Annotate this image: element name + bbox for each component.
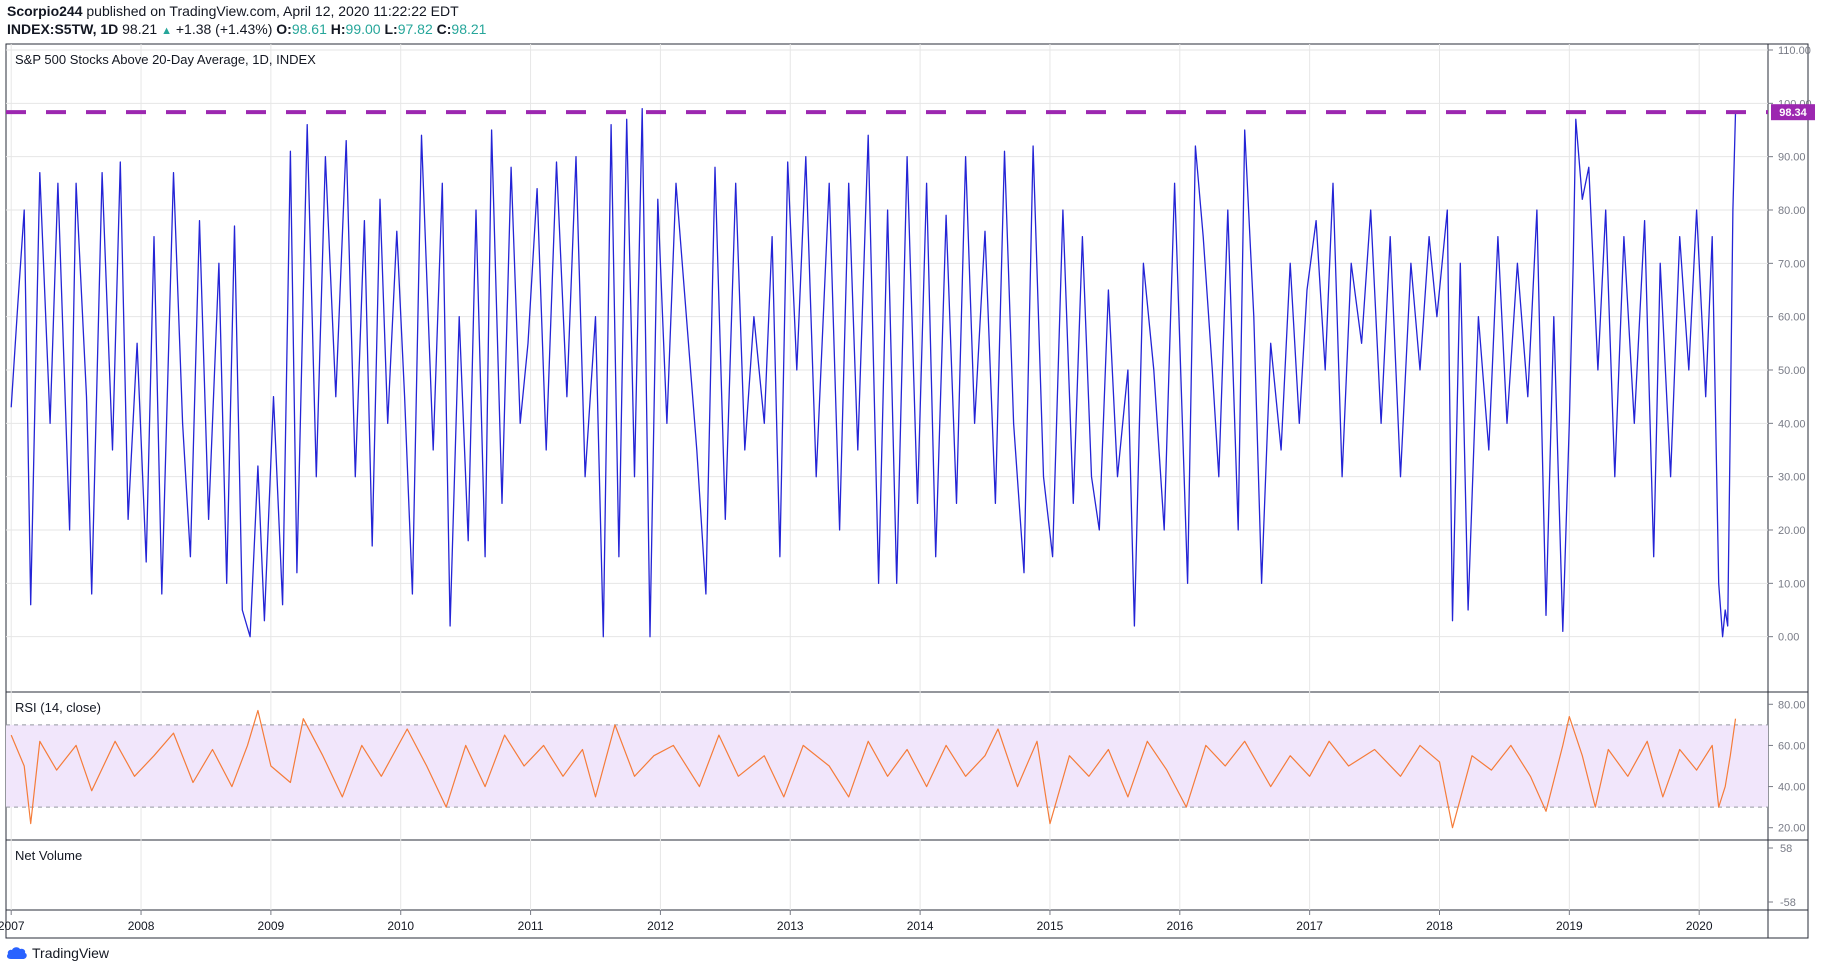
brand-name: TradingView: [32, 945, 110, 961]
y-tick-label: 30.00: [1778, 472, 1806, 484]
publish-header: Scorpio244 published on TradingView.com,…: [7, 3, 459, 19]
y-tick-label: 80.00: [1778, 699, 1806, 711]
y-tick-label: 110.00: [1778, 45, 1811, 57]
price-change: +1.38 (+1.43%): [175, 21, 273, 37]
x-tick-label: 2013: [777, 919, 804, 933]
series-line: [10, 108, 1737, 638]
y-tick-label: 70.00: [1778, 258, 1806, 270]
symbol-label: INDEX:S5TW, 1D: [7, 21, 119, 37]
x-tick-label: 2020: [1686, 919, 1713, 933]
y-tick-label: 10.00: [1778, 578, 1806, 590]
x-tick-label: 2012: [647, 919, 674, 933]
x-tick-label: 2007: [0, 919, 25, 933]
open-label: O:: [276, 21, 292, 37]
y-tick-label: 60.00: [1778, 312, 1806, 324]
cloud-icon: [7, 947, 27, 959]
y-tick-label: 40.00: [1778, 782, 1806, 794]
high-value: 99.00: [345, 21, 381, 37]
last-value-badge: [1771, 104, 1815, 121]
up-triangle-icon: ▲: [161, 25, 172, 37]
y-tick-label: 40.00: [1778, 418, 1806, 430]
publish-info: published on TradingView.com, April 12, …: [86, 3, 459, 19]
y-tick-label: 80.00: [1778, 205, 1806, 217]
y-tick-label: 20.00: [1778, 525, 1806, 537]
x-tick-label: 2017: [1296, 919, 1323, 933]
y-tick-label: 0.00: [1778, 632, 1799, 644]
x-tick-label: 2014: [907, 919, 934, 933]
tradingview-logo: TradingView: [6, 945, 109, 961]
x-tick-label: 2011: [518, 919, 544, 933]
main-pane-title: S&P 500 Stocks Above 20-Day Average, 1D,…: [15, 52, 316, 67]
y-tick-label: 90.00: [1778, 152, 1806, 164]
x-tick-label: 2008: [128, 919, 155, 933]
rsi-pane-title: RSI (14, close): [15, 700, 101, 715]
x-tick-label: 2018: [1426, 919, 1453, 933]
last-price: 98.21: [122, 21, 158, 37]
close-label: C:: [436, 21, 452, 37]
close-value: 98.21: [451, 21, 487, 37]
open-value: 98.61: [291, 21, 327, 37]
y-tick-label: 50.00: [1778, 365, 1806, 377]
low-label: L:: [384, 21, 398, 37]
rsi-line: [10, 709, 1737, 829]
y-tick-label: -58: [1780, 897, 1796, 909]
author-name[interactable]: Scorpio244: [7, 3, 83, 19]
y-tick-label: 60.00: [1778, 740, 1806, 752]
x-tick-label: 2016: [1166, 919, 1193, 933]
last-value-label: 98.34: [1779, 107, 1807, 119]
high-label: H:: [330, 21, 346, 37]
chart-frame: [5, 43, 1809, 939]
x-tick-label: 2010: [387, 919, 414, 933]
net-volume-pane-title: Net Volume: [15, 848, 82, 863]
y-tick-label: 20.00: [1778, 823, 1806, 835]
x-tick-label: 2015: [1037, 919, 1064, 933]
x-tick-label: 2019: [1556, 919, 1583, 933]
y-tick-label: 58: [1780, 843, 1792, 855]
low-value: 97.82: [397, 21, 433, 37]
symbol-header: INDEX:S5TW, 1D 98.21 ▲ +1.38 (+1.43%) O:…: [7, 21, 486, 37]
x-tick-label: 2009: [258, 919, 285, 933]
